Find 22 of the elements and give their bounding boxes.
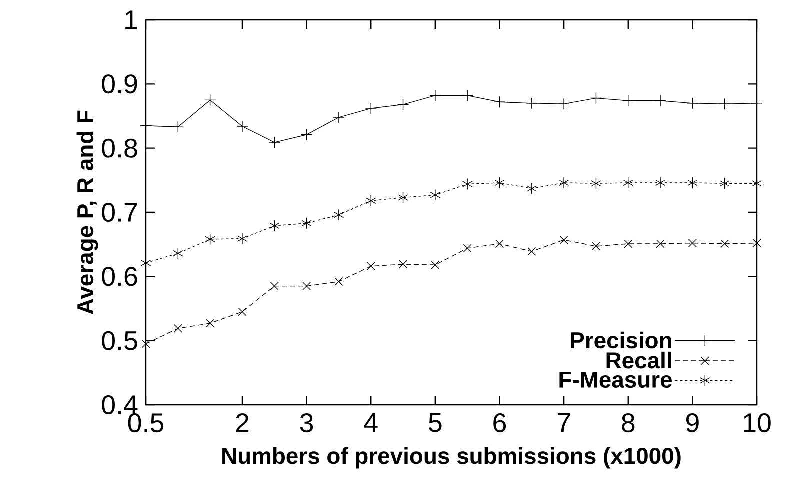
- y-tick-label: 0.5: [102, 331, 138, 350]
- x-tick-label: 3: [300, 414, 314, 433]
- x-tick-label: 2: [236, 414, 249, 432]
- legend-label: F-Measure: [560, 372, 672, 388]
- y-tick-label: 1: [126, 10, 138, 30]
- y-tick-label: 0.8: [102, 138, 138, 158]
- x-tick-label: 5: [429, 414, 442, 432]
- x-tick-label: 8: [622, 414, 635, 433]
- x-tick-label: 10: [744, 414, 771, 433]
- y-tick-label: 0.7: [102, 202, 138, 222]
- x-tick-label: 7: [558, 414, 570, 432]
- x-tick-label: 9: [686, 414, 699, 433]
- x-tick-label: 6: [494, 414, 506, 433]
- x-tick-label: 0.5: [128, 414, 164, 433]
- x-tick-label: 4: [364, 414, 378, 432]
- y-tick-label: 0.4: [102, 395, 138, 415]
- y-tick-label: 0.9: [102, 74, 138, 94]
- legend-label: Recall: [606, 352, 672, 369]
- legend-label: Precision: [571, 332, 672, 349]
- y-axis-title: Average P, R and F: [76, 110, 98, 314]
- x-axis-title: Numbers of previous submissions (x1000): [222, 447, 681, 469]
- y-tick-label: 0.6: [102, 267, 138, 286]
